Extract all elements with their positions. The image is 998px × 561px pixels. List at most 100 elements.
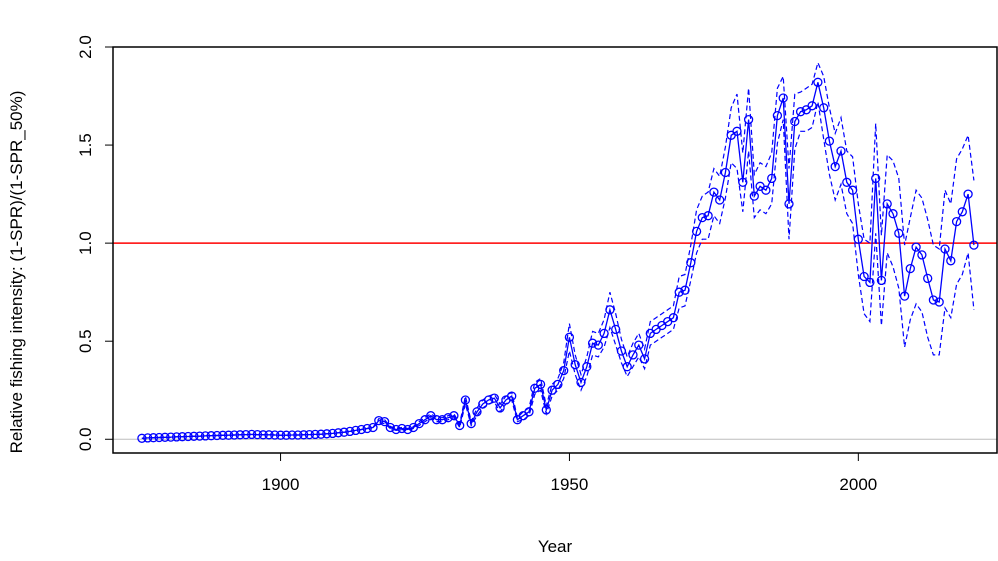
data-point <box>495 403 505 413</box>
data-point <box>784 199 794 209</box>
data-point <box>691 226 702 237</box>
data-point <box>946 256 956 266</box>
data-point <box>148 433 159 443</box>
data-point <box>559 365 569 376</box>
data-point <box>171 432 182 442</box>
data-point <box>275 430 286 440</box>
y-tick-label: 1.0 <box>76 231 95 255</box>
data-point <box>270 430 280 440</box>
data-point <box>287 430 297 440</box>
data-point <box>183 431 193 442</box>
data-point <box>391 424 401 435</box>
data-point <box>368 422 378 433</box>
data-point <box>206 431 216 441</box>
data-point <box>351 425 361 436</box>
data-point <box>674 287 684 297</box>
data-point <box>281 430 291 440</box>
data-point <box>177 432 187 442</box>
data-point <box>547 385 557 395</box>
data-point <box>593 340 603 350</box>
data-point <box>576 377 586 388</box>
data-point <box>599 328 609 339</box>
data-point <box>957 207 967 217</box>
x-tick-label: 1900 <box>262 475 300 494</box>
x-tick-label: 1950 <box>551 475 589 494</box>
lower-interval-line <box>141 101 975 439</box>
data-point <box>911 242 921 252</box>
x-tick-label: 2000 <box>839 475 877 494</box>
data-point <box>616 346 627 356</box>
data-point <box>333 428 343 438</box>
estimate-line <box>141 82 975 439</box>
data-point <box>385 422 395 433</box>
data-point <box>888 209 898 219</box>
data-point <box>813 77 823 87</box>
data-point <box>743 114 754 125</box>
data-point <box>304 429 315 440</box>
data-point <box>634 340 644 350</box>
data-point <box>639 354 650 364</box>
data-point <box>923 273 933 284</box>
upper-interval-line <box>141 60 975 439</box>
data-point <box>703 211 713 221</box>
data-point <box>223 430 234 440</box>
data-point <box>940 244 950 254</box>
data-point <box>761 185 771 195</box>
data-point <box>362 423 372 434</box>
data-point <box>160 432 170 442</box>
data-point <box>790 116 800 127</box>
data-point <box>899 291 910 301</box>
data-point <box>865 277 875 288</box>
data-point <box>241 429 251 440</box>
data-point <box>686 258 696 268</box>
data-point <box>541 405 551 415</box>
data-point <box>934 297 944 307</box>
data-point <box>738 177 748 187</box>
data-point <box>189 431 199 441</box>
data-point <box>437 415 447 425</box>
data-point <box>795 107 806 117</box>
data-point <box>322 429 332 439</box>
data-point <box>374 415 384 426</box>
data-point <box>587 338 598 348</box>
data-point <box>264 430 274 440</box>
data-point <box>143 433 153 443</box>
data-point <box>200 431 211 441</box>
data-point <box>905 263 915 274</box>
data-point <box>859 271 869 282</box>
data-point <box>483 395 494 405</box>
x-axis: 1900 1950 2000 <box>262 453 877 494</box>
y-tick-label: 0.5 <box>76 329 95 353</box>
data-point <box>154 432 164 443</box>
x-axis-title: Year <box>538 537 573 556</box>
data-point <box>218 430 228 440</box>
data-point <box>928 295 939 305</box>
data-point <box>882 199 892 209</box>
data-point <box>379 416 390 427</box>
data-point <box>605 305 615 315</box>
data-point <box>853 234 863 244</box>
data-point <box>293 430 303 440</box>
data-point <box>847 185 858 195</box>
data-point <box>252 429 263 440</box>
data-point <box>778 93 788 103</box>
y-tick-label: 0.0 <box>76 427 95 451</box>
data-point <box>524 407 534 417</box>
data-point <box>969 240 979 250</box>
data-point <box>871 173 881 184</box>
data-point <box>247 429 257 440</box>
data-point <box>622 362 632 372</box>
data-point <box>489 393 499 403</box>
data-point <box>229 430 239 440</box>
data-point <box>166 432 176 442</box>
data-point <box>235 430 245 440</box>
y-tick-label: 2.0 <box>76 35 95 59</box>
data-point <box>455 420 465 431</box>
series-layer <box>141 60 975 439</box>
data-point <box>137 433 147 443</box>
data-point <box>299 430 309 440</box>
data-point <box>732 126 742 136</box>
data-point <box>749 191 759 201</box>
data-point <box>564 332 575 342</box>
